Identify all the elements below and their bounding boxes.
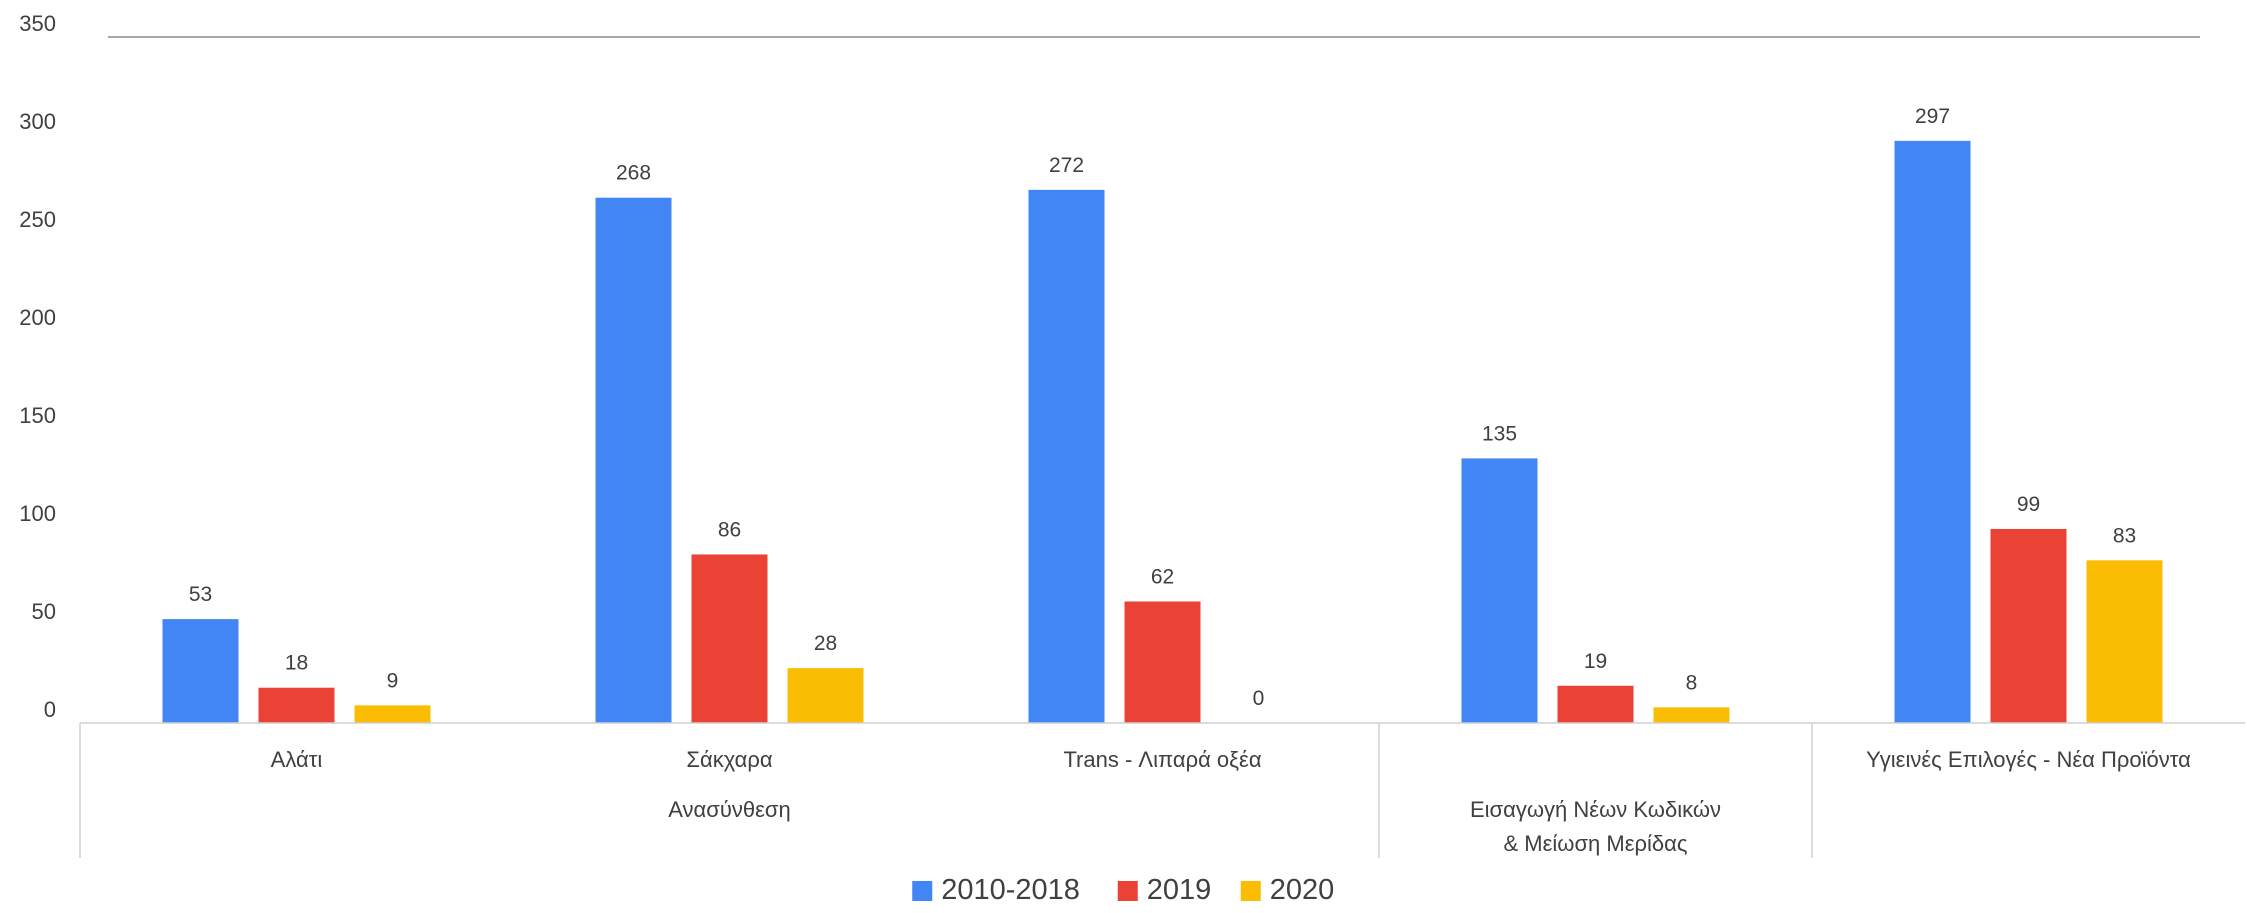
legend-label: 2019: [1147, 874, 1212, 906]
category-label: Trans - Λιπαρά οξέα: [1063, 747, 1261, 772]
data-label: 135: [1482, 422, 1517, 445]
category-label: & Μείωση Μερίδας: [1503, 831, 1687, 856]
data-label: 83: [2113, 524, 2136, 547]
y-tick-label: 250: [19, 207, 56, 232]
category-label: Αλάτι: [271, 747, 323, 772]
bar: [595, 197, 672, 724]
legend-swatch: [1240, 881, 1261, 901]
y-tick-label: 0: [44, 697, 56, 722]
bar: [258, 687, 335, 723]
data-label: 99: [2017, 493, 2040, 516]
y-tick-label: 150: [19, 403, 56, 428]
plot-area: 53 18 9 268 86 28 272 62 0 135 19 8 297 99 83: [162, 105, 2163, 724]
data-label: 28: [814, 632, 837, 655]
legend-swatch: [912, 881, 933, 901]
data-label: 62: [1151, 565, 1174, 588]
bar: [787, 668, 864, 723]
category-label: Σάκχαρα: [686, 747, 773, 772]
group-label: Ανασύνθεση: [668, 797, 790, 822]
y-tick-label: 200: [19, 305, 56, 330]
data-label: 8: [1686, 671, 1698, 694]
legend-label: 2020: [1270, 874, 1335, 906]
legend-label: 2010-2018: [941, 874, 1080, 906]
data-label: 18: [285, 652, 308, 675]
bar: [1990, 528, 2067, 723]
y-axis: 0 50 100 150 200 250 300 350: [19, 11, 2200, 722]
data-label: 297: [1915, 105, 1950, 128]
y-tick-label: 350: [19, 11, 56, 36]
bar: [2086, 560, 2163, 723]
bar: [162, 619, 239, 723]
bar: [691, 554, 768, 723]
category-label: Υγιεινές Επιλογές - Νέα Προϊόντα: [1866, 747, 2191, 772]
legend: 2010-2018 2019 2020: [912, 874, 1334, 906]
bar: [354, 705, 431, 723]
bar: [1653, 707, 1730, 723]
bar: [1557, 685, 1634, 723]
x-axis: Αλάτι Σάκχαρα Trans - Λιπαρά οξέα Εισαγωγή …: [79, 722, 2245, 858]
bar: [1028, 189, 1105, 723]
legend-swatch: [1117, 881, 1138, 901]
y-tick-label: 300: [19, 109, 56, 134]
category-label: Εισαγωγή Νέων Κωδικών: [1470, 797, 1721, 822]
bar: [1124, 601, 1201, 723]
data-label: 268: [616, 162, 651, 185]
bar: [1461, 458, 1538, 723]
data-label: 19: [1584, 650, 1607, 673]
y-tick-label: 50: [32, 599, 56, 624]
data-label: 53: [189, 583, 212, 606]
data-label: 86: [718, 518, 741, 541]
data-label: 272: [1049, 154, 1084, 177]
data-label: 0: [1253, 687, 1265, 710]
y-tick-label: 100: [19, 501, 56, 526]
data-label: 9: [387, 669, 399, 692]
bar: [1894, 140, 1971, 723]
